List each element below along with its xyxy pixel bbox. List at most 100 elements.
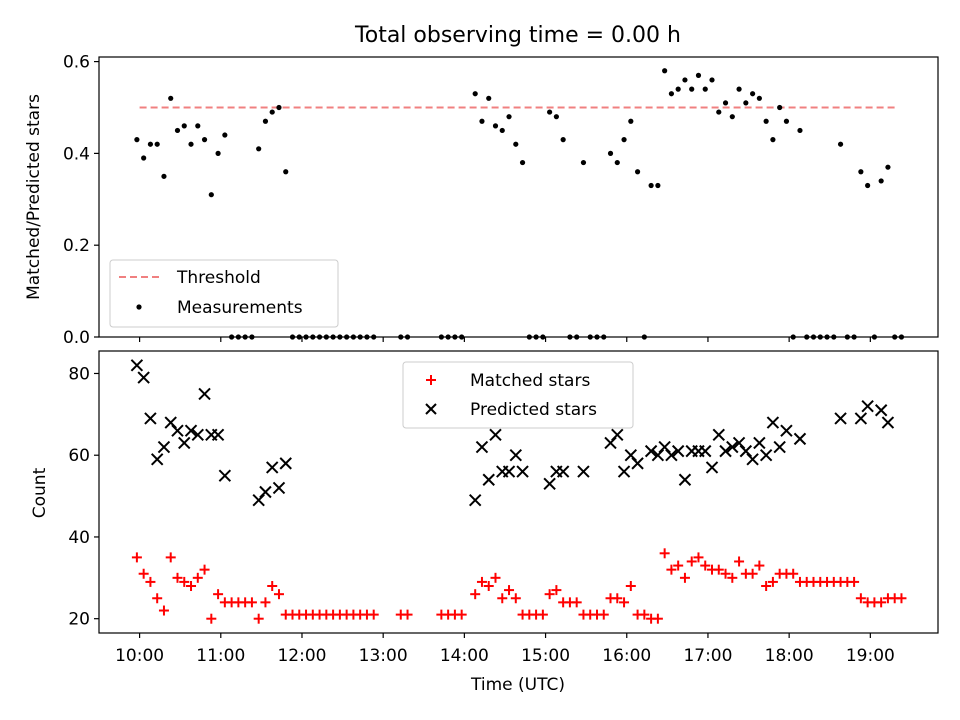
- predicted-stars-point: [861, 399, 874, 413]
- measurement-point: [208, 192, 214, 198]
- bottom-y-tick-label: 20: [68, 610, 90, 630]
- predicted-stars-point: [556, 465, 570, 478]
- x-tick-label: 18:00: [765, 646, 814, 666]
- matched-stars-point: [673, 560, 684, 571]
- measurement-point: [553, 114, 559, 120]
- measurement-point: [506, 114, 512, 120]
- matched-stars-point: [497, 593, 508, 604]
- matched-stars-point: [727, 572, 738, 583]
- matched-stars-point: [165, 552, 176, 563]
- x-tick-label: 15:00: [521, 646, 570, 666]
- top-legend: Threshold Measurements: [109, 259, 339, 328]
- predicted-stars-point: [191, 428, 204, 441]
- measurement-point: [161, 173, 167, 179]
- predicted-stars-point: [266, 461, 279, 474]
- x-tick-label: 11:00: [196, 646, 245, 666]
- predicted-stars-point: [144, 412, 157, 425]
- predicted-stars-point: [272, 481, 286, 495]
- predicted-stars-point: [489, 428, 502, 441]
- measurement-point: [750, 91, 756, 97]
- matched-stars-point: [368, 609, 379, 620]
- matched-stars-point: [544, 589, 555, 600]
- measurement-point: [486, 95, 492, 101]
- measurement-point: [770, 137, 776, 143]
- measurement-point: [682, 77, 688, 83]
- measurement-point: [722, 100, 729, 106]
- predicted-stars-point: [874, 404, 888, 417]
- measurement-point: [634, 169, 641, 175]
- matched-stars-point: [273, 589, 284, 600]
- measurement-point: [276, 104, 282, 111]
- measurement-point: [662, 68, 668, 74]
- x-tick-label: 17:00: [683, 646, 732, 666]
- matched-stars-point: [686, 556, 697, 567]
- measurement-point: [777, 104, 783, 111]
- measurement-point: [689, 86, 695, 92]
- top-axes-frame: [98, 56, 939, 338]
- measurement-point: [560, 137, 566, 143]
- measurement-point: [181, 123, 187, 129]
- matched-stars-point: [666, 564, 677, 575]
- bottom-y-tick-label: 40: [68, 528, 90, 548]
- predicted-stars-point: [881, 416, 895, 429]
- x-tick-label: 16:00: [602, 646, 651, 666]
- bottom-legend: Matched stars Predicted stars: [402, 361, 634, 429]
- predicted-stars-point: [157, 440, 171, 454]
- predicted-stars-point: [617, 465, 631, 478]
- predicted-stars-point: [211, 428, 225, 441]
- predicted-stars-point: [834, 412, 847, 425]
- measurement-point: [607, 150, 614, 156]
- bottom-legend-box: [402, 361, 634, 429]
- top-x-ticks: [138, 337, 871, 342]
- measurement-point: [262, 118, 269, 124]
- matched-stars-point: [700, 560, 711, 571]
- x-tick-label: 13:00: [359, 646, 408, 666]
- predicted-stars-point: [753, 436, 766, 450]
- predicted-stars-point: [171, 424, 184, 437]
- matched-stars-point: [855, 593, 866, 604]
- predicted-stars-point: [475, 440, 489, 454]
- measurement-point: [580, 159, 587, 166]
- matched-stars-point: [896, 593, 907, 604]
- matched-stars-point: [537, 609, 548, 620]
- measurement-point: [147, 141, 154, 147]
- matched-stars-point: [747, 568, 758, 579]
- measurement-point: [134, 137, 140, 143]
- measurement-point: [141, 155, 147, 161]
- matched-stars-point: [598, 609, 609, 620]
- matched-stars-point: [138, 568, 149, 579]
- figure-title: Total observing time = 0.00 h: [354, 23, 681, 48]
- matched-stars-point: [713, 564, 724, 575]
- matched-stars-point: [206, 613, 217, 624]
- predicted-stars-point: [178, 436, 191, 450]
- predicted-stars-point: [746, 453, 759, 466]
- predicted-stars-point: [712, 428, 725, 441]
- predicted-stars-point: [150, 453, 164, 466]
- measurement-point: [668, 91, 675, 97]
- matched-stars-point: [456, 609, 467, 620]
- measurement-point: [283, 169, 289, 175]
- matched-stars-point: [625, 581, 636, 591]
- measurement-point: [736, 86, 742, 92]
- predicted-stars-point: [780, 424, 793, 437]
- matched-stars-point: [402, 609, 413, 620]
- measurement-point: [709, 77, 715, 83]
- measurement-point: [222, 132, 228, 138]
- legend-predicted-swatch: [425, 403, 437, 415]
- predicted-stars-point: [644, 444, 658, 458]
- measurement-point: [256, 146, 262, 152]
- matched-stars-point: [659, 548, 670, 559]
- predicted-stars-point: [482, 473, 495, 486]
- predicted-stars-point: [516, 465, 529, 478]
- measurement-point: [513, 141, 519, 147]
- predicted-stars-point: [665, 449, 678, 462]
- top-legend-box: [109, 259, 339, 328]
- legend-matched-label: Matched stars: [470, 371, 590, 391]
- top-y-tick-label: 0.4: [63, 144, 90, 164]
- measurement-point: [716, 109, 722, 115]
- measurement-point: [614, 159, 620, 166]
- legend-measurements-label: Measurements: [177, 298, 303, 318]
- predicted-stars-point: [509, 449, 523, 462]
- predicted-stars-point: [543, 477, 556, 491]
- measurement-point: [628, 118, 634, 124]
